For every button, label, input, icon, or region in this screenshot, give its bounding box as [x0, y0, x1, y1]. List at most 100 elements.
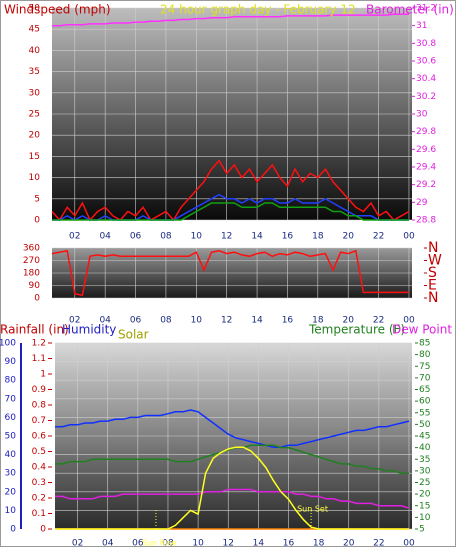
y2ticks-label: 45 — [419, 432, 430, 442]
y3ticks-label: 0.3 — [32, 478, 46, 488]
yticks-label: 15 — [29, 152, 40, 162]
x-tick-label: 02 — [69, 232, 80, 242]
x-tick-label: 10 — [191, 316, 203, 326]
x-tick-label: 00 — [403, 232, 415, 242]
yticks-label: 0 — [34, 294, 40, 304]
x-tick-label: 06 — [130, 316, 142, 326]
axis-label: Windspeed (mph) — [4, 3, 111, 17]
axis-label: Humidity — [62, 323, 116, 337]
y2ticks-label: 29 — [416, 198, 428, 208]
yticks-label: 25 — [29, 110, 40, 120]
yticks-label: 100 — [0, 339, 16, 349]
x-tick-label: 14 — [251, 316, 263, 326]
y2ticks-label: N — [428, 240, 438, 256]
yticks-label: 30 — [29, 88, 41, 98]
yticks-label: 20 — [5, 487, 17, 497]
x-tick-label: 04 — [99, 232, 111, 242]
yticks-label: 60 — [5, 413, 17, 423]
series-line — [55, 488, 410, 509]
y3ticks-label: 0.2 — [32, 494, 46, 504]
y3ticks-label: 0 — [40, 525, 46, 535]
yticks-label: 0 — [10, 525, 16, 535]
x-tick-label: 08 — [160, 316, 172, 326]
series-line — [55, 409, 410, 448]
x-tick-label: 18 — [313, 539, 325, 547]
y2ticks-label: 80 — [419, 350, 431, 360]
yticks-label: 50 — [29, 4, 41, 14]
x-tick-label: 08 — [160, 232, 172, 242]
axis-label: Solar — [118, 328, 149, 342]
x-tick-label: 04 — [99, 316, 111, 326]
y3ticks-label: 0.7 — [32, 416, 46, 426]
y2ticks-label: 65 — [419, 385, 430, 395]
x-tick-label: 18 — [312, 316, 324, 326]
x-tick-label: 04 — [102, 539, 114, 547]
x-tick-label: 14 — [253, 539, 265, 547]
y3ticks-label: 0.6 — [32, 432, 47, 442]
x-tick-label: 06 — [132, 539, 144, 547]
yticks-label: 90 — [29, 281, 41, 291]
y2ticks-label: 31.2 — [416, 4, 436, 14]
y2ticks-label: 29.4 — [416, 163, 436, 173]
yticks-label: 40 — [5, 450, 17, 460]
series-line — [52, 13, 409, 27]
yticks-label: 10 — [29, 173, 41, 183]
yticks-label: 10 — [5, 506, 17, 516]
x-tick-label: 22 — [373, 316, 384, 326]
x-tick-label: 20 — [342, 232, 354, 242]
x-tick-label: 20 — [342, 316, 354, 326]
axis-label: Dew Point ( — [392, 323, 456, 337]
yticks-label: 45 — [29, 25, 40, 35]
y2ticks-label: 28.8 — [416, 216, 436, 226]
y2ticks-label: 30.2 — [416, 92, 436, 102]
x-tick-label: 14 — [251, 232, 263, 242]
axis-label: Temperature (F) — [308, 323, 405, 337]
x-tick-label: 16 — [282, 232, 294, 242]
yticks-label: 30 — [5, 469, 17, 479]
y2ticks-label: 70 — [419, 373, 431, 383]
y2ticks-label: 35 — [419, 455, 430, 465]
y2ticks-label: 30.8 — [416, 39, 436, 49]
x-tick-label: 16 — [282, 316, 294, 326]
y2ticks-label: 75 — [419, 362, 430, 372]
y2ticks-label: 29.6 — [416, 145, 436, 155]
y2ticks-label: 20 — [419, 490, 431, 500]
yticks-label: 5 — [34, 194, 40, 204]
annotation: Sun Rise — [142, 539, 177, 547]
x-tick-label: 16 — [283, 539, 295, 547]
y2ticks-label: 29.8 — [416, 127, 436, 137]
x-tick-label: 08 — [162, 539, 174, 547]
x-tick-label: 02 — [69, 316, 80, 326]
x-tick-label: 00 — [403, 539, 415, 547]
y2ticks-label: 30 — [416, 110, 428, 120]
y2ticks-label: 15 — [419, 501, 430, 511]
x-tick-label: 06 — [130, 232, 142, 242]
y2ticks-label: 5 — [419, 525, 425, 535]
x-tick-label: 18 — [312, 232, 324, 242]
x-tick-label: 00 — [403, 316, 415, 326]
x-tick-label: 12 — [223, 539, 234, 547]
yticks-label: 0 — [34, 216, 40, 226]
y2ticks-label: E — [428, 278, 437, 294]
y3ticks-label: 0.5 — [32, 447, 46, 457]
series-line — [52, 202, 409, 221]
y2ticks-label: 55 — [419, 408, 430, 418]
x-tick-label: 22 — [373, 232, 384, 242]
x-tick-label: 10 — [192, 539, 204, 547]
y2ticks-label: 29.2 — [416, 180, 436, 190]
axis-label: Rainfall (in) — [0, 323, 69, 337]
yticks-label: 90 — [5, 357, 17, 367]
y2ticks-label: 40 — [419, 443, 431, 453]
yticks-label: 80 — [5, 376, 17, 386]
y2ticks-label: 85 — [419, 339, 430, 349]
x-tick-label: 20 — [343, 539, 355, 547]
yticks-label: 270 — [23, 256, 40, 266]
series-line — [55, 446, 409, 530]
yticks-label: 50 — [5, 432, 17, 442]
yticks-label: 180 — [23, 269, 40, 279]
yticks-label: 20 — [29, 131, 41, 141]
y2ticks-label: 25 — [419, 478, 430, 488]
chart-title: 24 hour graph day - February 12 — [160, 3, 356, 17]
yticks-label: 360 — [23, 244, 40, 254]
annotation: Sun Set — [297, 505, 328, 514]
